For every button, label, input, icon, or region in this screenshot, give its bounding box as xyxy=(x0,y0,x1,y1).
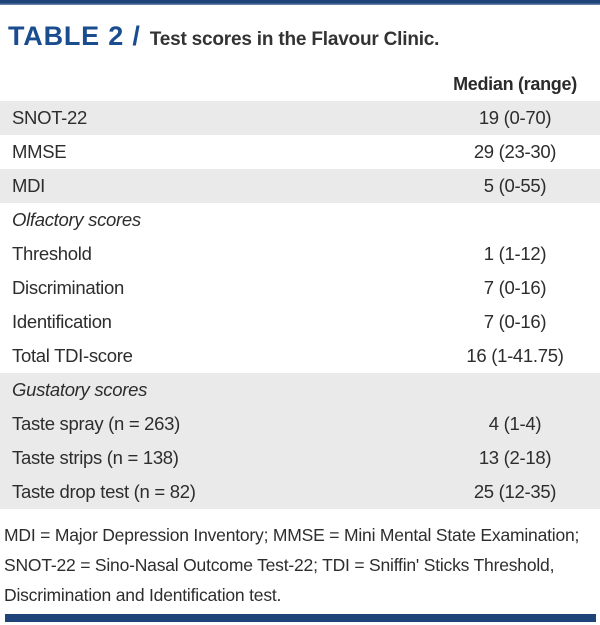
table-header-row: Median (range) xyxy=(0,64,600,101)
row-value: 13 (2-18) xyxy=(478,447,552,468)
row-value: 1 (1-12) xyxy=(483,243,547,264)
table-section-row: Olfactory scores xyxy=(0,203,600,237)
column-header-median-range: Median (range) xyxy=(453,74,577,94)
row-label: MMSE xyxy=(12,141,67,162)
title-kicker: TABLE 2 / xyxy=(8,21,141,51)
row-value: 7 (0-16) xyxy=(483,277,547,298)
section-label: Olfactory scores xyxy=(12,209,141,230)
bottom-accent-bar xyxy=(5,614,596,622)
footnote-line: SNOT-22 = Sino-Nasal Outcome Test-22; TD… xyxy=(4,555,555,575)
row-label: Taste drop test (n = 82) xyxy=(12,481,196,502)
table-footnote: MDI = Major Depression Inventory; MMSE =… xyxy=(0,509,600,610)
row-value: 29 (23-30) xyxy=(473,141,557,162)
row-value: 4 (1-4) xyxy=(488,413,542,434)
table-row: MMSE 29 (23-30) xyxy=(0,135,600,169)
row-label: Discrimination xyxy=(12,277,124,298)
table-row: Taste strips (n = 138) 13 (2-18) xyxy=(0,441,600,475)
row-value: 16 (1-41.75) xyxy=(466,345,564,366)
section-label: Gustatory scores xyxy=(12,379,148,400)
row-value: 7 (0-16) xyxy=(483,311,547,332)
footnote-line: MDI = Major Depression Inventory; MMSE =… xyxy=(4,525,580,545)
table-row: MDI 5 (0-55) xyxy=(0,169,600,203)
row-label: Identification xyxy=(12,311,112,332)
table-section-row: Gustatory scores xyxy=(0,373,600,407)
table-row: Identification 7 (0-16) xyxy=(0,305,600,339)
row-label: Taste strips (n = 138) xyxy=(12,447,179,468)
scores-table: SNOT-22 19 (0-70) MMSE 29 (23-30) MDI 5 … xyxy=(0,101,600,509)
row-value: 19 (0-70) xyxy=(478,107,552,128)
row-label: Taste spray (n = 263) xyxy=(12,413,180,434)
table-row: Taste spray (n = 263) 4 (1-4) xyxy=(0,407,600,441)
row-value: 5 (0-55) xyxy=(483,175,547,196)
footnote-line: Discrimination and Identification test. xyxy=(4,585,282,605)
table-row: Threshold 1 (1-12) xyxy=(0,237,600,271)
table-row: Discrimination 7 (0-16) xyxy=(0,271,600,305)
row-label: Total TDI-score xyxy=(12,345,133,366)
row-value: 25 (12-35) xyxy=(473,481,557,502)
row-label: Threshold xyxy=(12,243,92,264)
row-label: MDI xyxy=(12,175,46,196)
table-row: Taste drop test (n = 82) 25 (12-35) xyxy=(0,475,600,509)
top-accent-bar xyxy=(0,0,600,5)
table-row: SNOT-22 19 (0-70) xyxy=(0,101,600,135)
table-title: TABLE 2 / Test scores in the Flavour Cli… xyxy=(0,5,600,64)
title-subtitle: Test scores in the Flavour Clinic. xyxy=(149,29,440,50)
row-label: SNOT-22 xyxy=(12,107,88,128)
table-row: Total TDI-score 16 (1-41.75) xyxy=(0,339,600,373)
